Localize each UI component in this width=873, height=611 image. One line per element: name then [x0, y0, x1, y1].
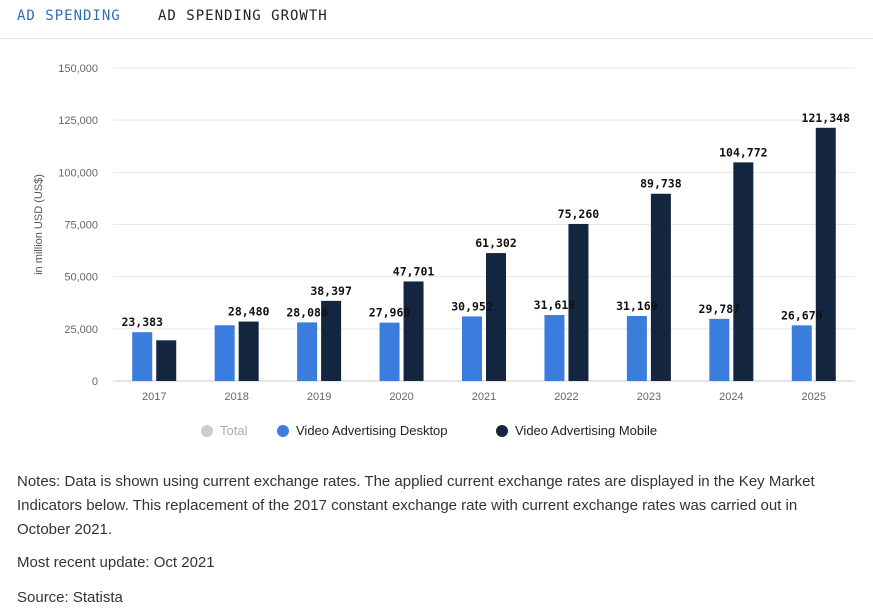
bar-desktop	[214, 325, 235, 381]
bar-mobile	[156, 340, 177, 381]
data-label-mobile: 104,772	[719, 145, 767, 159]
data-label-mobile: 89,738	[640, 177, 682, 191]
chart-legend: Total Video Advertising Desktop Video Ad…	[0, 423, 873, 441]
legend-item-desktop[interactable]: Video Advertising Desktop	[277, 423, 448, 438]
data-label-desktop: 31,619	[534, 298, 576, 312]
bar-desktop	[544, 315, 565, 381]
data-label-desktop: 30,952	[451, 299, 493, 313]
x-tick-label: 2017	[142, 391, 166, 403]
x-tick-label: 2025	[802, 391, 826, 403]
y-tick-label: 75,000	[64, 220, 98, 232]
y-tick-label: 125,000	[58, 115, 98, 127]
bar-desktop	[709, 318, 730, 381]
data-label-desktop: 29,787	[699, 302, 741, 316]
update-info: Most recent update: Oct 2021	[17, 554, 215, 571]
bar-mobile	[815, 127, 836, 381]
x-tick-label: 2024	[719, 391, 743, 403]
bar-mobile	[568, 223, 589, 381]
data-label-mobile: 75,260	[558, 207, 600, 221]
bar-desktop	[297, 322, 318, 381]
legend-dot-total-icon	[201, 424, 213, 437]
x-tick-label: 2021	[472, 391, 496, 403]
bar-desktop	[132, 332, 153, 381]
x-tick-label: 2020	[389, 391, 413, 403]
bar-desktop	[379, 322, 400, 381]
bar-chart: 0 25,000 50,000 75,000 100,000 125,000 150,000…	[33, 63, 855, 403]
legend-label-total: Total	[220, 423, 248, 438]
tab-bar: AD SPENDING AD SPENDING GROWTH	[0, 0, 873, 39]
data-label-desktop: 27,969	[369, 306, 411, 320]
y-tick-label: 50,000	[64, 272, 98, 284]
bar-mobile	[650, 193, 671, 381]
chart-notes: Notes: Data is shown using current excha…	[17, 473, 815, 538]
data-label-mobile: 121,348	[802, 111, 851, 125]
source-info[interactable]: Source: Statista	[17, 589, 123, 606]
y-tick-label: 100,000	[58, 167, 98, 179]
y-tick-label: 25,000	[64, 324, 98, 336]
legend-dot-desktop-icon	[277, 424, 289, 437]
x-tick-label: 2019	[307, 391, 331, 403]
bar-mobile	[403, 281, 424, 381]
legend-label-desktop: Video Advertising Desktop	[296, 423, 448, 438]
legend-label-mobile: Video Advertising Mobile	[515, 423, 658, 438]
x-tick-label: 2023	[637, 391, 661, 403]
bar-desktop	[462, 316, 482, 381]
y-tick-label: 0	[92, 376, 98, 388]
tab-ad-spending-growth[interactable]: AD SPENDING GROWTH	[158, 8, 328, 24]
data-label-mobile: 38,397	[310, 284, 352, 298]
data-label-desktop: 28,086	[286, 305, 328, 319]
x-tick-label: 2022	[554, 391, 578, 403]
legend-dot-mobile-icon	[496, 424, 508, 437]
y-axis-label: in million USD (US$)	[33, 174, 45, 275]
data-label-mobile: 28,480	[228, 305, 270, 319]
bar-mobile	[238, 321, 259, 381]
bar-desktop	[791, 325, 812, 381]
data-label-desktop: 23,383	[121, 315, 163, 329]
data-label-desktop: 26,670	[781, 308, 823, 322]
x-tick-label: 2018	[224, 391, 248, 403]
tab-ad-spending[interactable]: AD SPENDING	[17, 8, 121, 24]
data-label-desktop: 31,169	[616, 299, 658, 313]
legend-item-mobile[interactable]: Video Advertising Mobile	[496, 423, 657, 438]
bar-mobile	[733, 162, 754, 381]
bar-mobile	[321, 300, 342, 381]
data-label-mobile: 61,302	[475, 236, 517, 250]
legend-item-total[interactable]: Total	[201, 423, 247, 438]
y-tick-label: 150,000	[58, 63, 98, 75]
bar-mobile	[486, 253, 506, 381]
bar-desktop	[626, 315, 647, 381]
data-label-mobile: 47,701	[393, 264, 435, 278]
